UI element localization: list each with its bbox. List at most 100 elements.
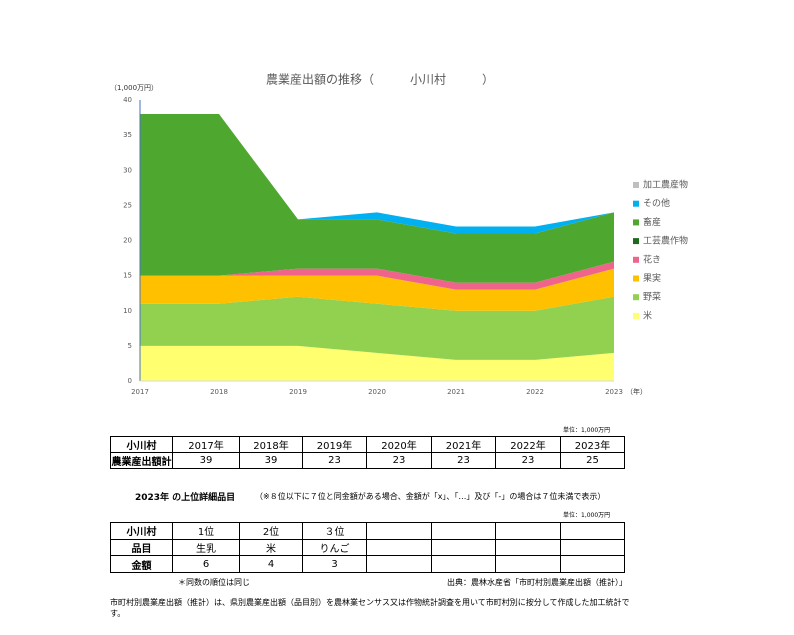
table-cell: 米	[239, 538, 303, 557]
table-cell: 2022年	[495, 436, 561, 453]
table-cell	[495, 538, 561, 557]
legend-swatch	[633, 275, 639, 282]
area	[140, 268, 614, 311]
legend-label: 花き	[643, 253, 661, 265]
area	[140, 345, 614, 381]
area	[140, 114, 614, 283]
legend-swatch	[633, 238, 639, 245]
table-cell: 23	[495, 452, 561, 469]
table-cell: 4	[239, 555, 303, 574]
table-cell	[431, 522, 496, 540]
table-cell	[431, 555, 496, 574]
x-tick-label: 2019	[289, 388, 307, 396]
legend-label: 畜産	[643, 216, 661, 228]
y-axis-label: （1,000万円）	[110, 84, 158, 92]
section-note: （※８位以下に７位と同金額がある場合、金額が「x」、「…」及び「-」の場合は７位…	[255, 492, 606, 501]
table-cell: 生乳	[172, 538, 240, 557]
legend-label: その他	[643, 197, 670, 209]
table-cell	[366, 538, 432, 557]
table-cell: 2020年	[366, 436, 432, 453]
unit-label: 単位：1,000万円	[563, 427, 611, 434]
legend-label: 米	[643, 309, 652, 321]
row-header: 品目	[110, 538, 173, 557]
unit-label: 単位：1,000万円	[563, 512, 611, 519]
table-cell: りんご	[302, 538, 367, 557]
legend-swatch	[633, 182, 639, 188]
table-cell: 2018年	[239, 436, 303, 453]
table-cell	[366, 522, 432, 540]
table-row: 品目 生乳米りんご	[110, 538, 625, 557]
x-tick-label: 2017	[131, 388, 149, 396]
x-axis-label: （年）	[626, 387, 647, 396]
legend-swatch	[633, 312, 639, 319]
legend-swatch	[633, 256, 639, 263]
description: 市町村別農業産出額（推計）は、県別農業産出額（品目別）を農林業センサス又は作物統…	[110, 598, 630, 618]
table-cell: ３位	[302, 522, 367, 540]
top-items-table: 小川村 1位 2位 ３位 品目 生乳米りんご 金額 6 4 3	[110, 522, 625, 574]
y-tick-label: 35	[123, 131, 132, 139]
table-cell	[560, 538, 625, 557]
table-cell: 3	[302, 555, 367, 574]
table-cell: 23	[431, 452, 496, 469]
table-cell: 39	[172, 452, 240, 469]
footnote: ＊同数の順位は同じ	[178, 578, 250, 587]
y-tick-label: 25	[123, 201, 132, 209]
x-tick-label: 2023	[605, 388, 623, 396]
legend-item: 畜産	[633, 216, 661, 228]
row-header: 農業産出額計	[110, 452, 173, 469]
table-cell	[495, 555, 561, 574]
row-header: 小川村	[110, 436, 173, 453]
chart: 農業産出額の推移（ 小川村 ） （1,000万円） （年） 0 5 10 15 20 25…	[110, 72, 688, 397]
table-cell: 23	[366, 452, 432, 469]
source: 出典：農林水産省「市町村別農業産出額（推計）」	[447, 578, 627, 587]
legend-item: 加工農産物	[633, 179, 688, 191]
row-header: 金額	[110, 555, 173, 574]
table-cell: 39	[239, 452, 303, 469]
table-row: 農業産出額計 39 39 23 23 23 23 25	[110, 452, 625, 469]
table-cell	[431, 538, 496, 557]
table-cell: 23	[302, 452, 367, 469]
table-cell	[560, 522, 625, 540]
legend-item: 花き	[633, 253, 661, 265]
y-tick-label: 40	[123, 96, 132, 104]
y-tick-label: 20	[123, 237, 132, 245]
y-tick-label: 10	[123, 307, 132, 315]
x-tick-label: 2018	[210, 388, 228, 396]
y-tick-label: 30	[123, 166, 132, 174]
legend-swatch	[633, 200, 639, 207]
y-tick-label: 5	[128, 342, 132, 350]
x-tick-label: 2021	[447, 388, 465, 396]
table-cell: 6	[172, 555, 240, 574]
legend-item: 野菜	[633, 291, 661, 303]
area	[140, 296, 614, 360]
legend-swatch	[633, 219, 639, 226]
table-cell	[560, 555, 625, 574]
table-cell: 2017年	[172, 436, 240, 453]
legend-item: 工芸農作物	[633, 235, 688, 247]
section-title: 2023年 の上位詳細品目	[135, 493, 236, 503]
x-tick-label: 2020	[368, 388, 386, 396]
table-cell: 2位	[239, 522, 303, 540]
table-row: 小川村 1位 2位 ３位	[110, 522, 625, 540]
total-table: 小川村 2017年 2018年 2019年 2020年 2021年 2022年 2023年 農業…	[110, 436, 625, 469]
table-row: 金額 6 4 3	[110, 555, 625, 574]
legend-item: 米	[633, 309, 652, 321]
table-cell: 2023年	[560, 436, 625, 453]
row-header: 小川村	[110, 522, 173, 540]
y-tick-label: 15	[123, 272, 132, 280]
x-tick-label: 2022	[526, 388, 544, 396]
legend-item: その他	[633, 197, 670, 209]
table-cell: 2021年	[431, 436, 496, 453]
legend-swatch	[633, 294, 639, 301]
area	[140, 114, 614, 234]
legend-label: 工芸農作物	[643, 235, 688, 247]
table-cell: 25	[560, 452, 625, 469]
y-tick-label: 0	[128, 377, 132, 385]
table-cell	[495, 522, 561, 540]
legend-label: 野菜	[643, 291, 661, 303]
legend-label: 加工農産物	[643, 179, 688, 191]
chart-title: 農業産出額の推移（ 小川村 ）	[266, 72, 494, 87]
legend-label: 果実	[643, 272, 661, 284]
table-cell: 2019年	[302, 436, 367, 453]
